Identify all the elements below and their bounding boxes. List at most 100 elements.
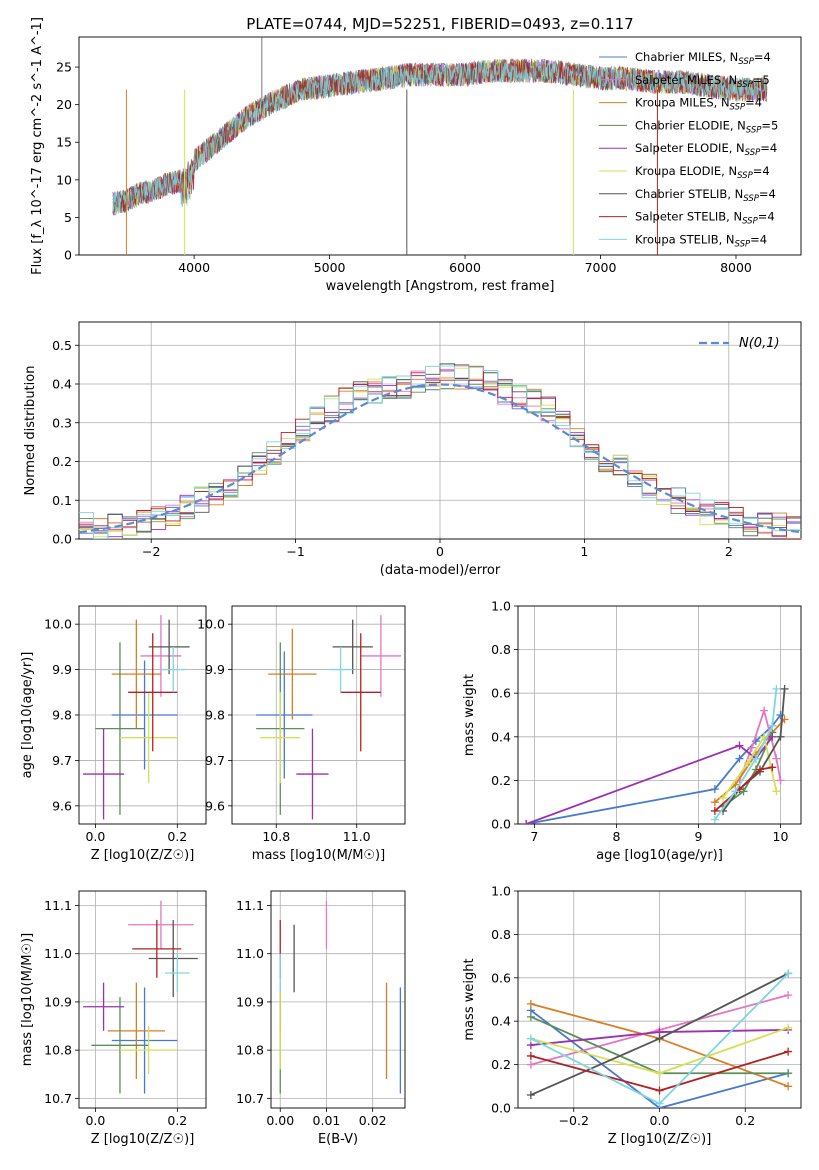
age-vs-Z-errorbar-2 bbox=[111, 619, 161, 729]
age-vs-Z-errorbar-4 bbox=[83, 728, 125, 820]
weight-vs-Z-ytick-label-0: 0.0 bbox=[491, 1101, 511, 1116]
mass-vs-Z-axes: 0.0 0.2 10.7 10.8 10.9 11.0 11.1 Z [log10(Z/Z☉)… bbox=[20, 890, 207, 1147]
age-vs-Z-errorbar-5 bbox=[119, 692, 178, 784]
weight-vs-age-marker-8-4 bbox=[772, 684, 781, 693]
spectrum-ytick-label-2: 10 bbox=[56, 172, 72, 187]
residuals-xtick-label-0: −2 bbox=[142, 544, 160, 559]
age-vs-Z-errorbar-6 bbox=[148, 619, 190, 675]
weight-vs-Z-marker-7-2 bbox=[784, 1047, 793, 1056]
histogram-series-8 bbox=[79, 365, 801, 539]
weight-vs-Z-ytick-label-5: 1.0 bbox=[491, 884, 511, 899]
spectrum-title: PLATE=0744, MJD=52251, FIBERID=0493, z=0… bbox=[246, 15, 633, 33]
spectrum-xtick-label-1: 5000 bbox=[314, 260, 346, 275]
weight-vs-age-marker-7-3 bbox=[768, 763, 777, 772]
age-vs-mass-errorbar-0 bbox=[256, 651, 313, 779]
weight-vs-age-marker-5-0 bbox=[719, 793, 728, 802]
age-vs-mass-errorbar-4 bbox=[296, 728, 329, 820]
residuals-axes: −2 −1 0 1 2 0.0 0.1 0.2 0.3 0.4 0.5 (data-model)/er… bbox=[23, 321, 802, 578]
age-vs-Z-errorbar-7 bbox=[128, 633, 178, 752]
mass-vs-Z-errorbar-3 bbox=[91, 997, 149, 1094]
mass-vs-ebv-xtick-label-2: 0.02 bbox=[359, 1113, 387, 1128]
weight-vs-age-marker-3-1 bbox=[739, 787, 748, 796]
weight-vs-age-marker-6-3 bbox=[776, 732, 785, 741]
mass-vs-Z-ylabel: mass [log10(M/M☉)] bbox=[20, 933, 35, 1066]
legend-label-0: Chabrier MILES, NSSP=4 bbox=[635, 50, 771, 67]
age-vs-mass-xtick-label-0: 10.8 bbox=[262, 829, 290, 844]
weight-vs-Z-marker-5-2 bbox=[784, 1023, 793, 1032]
age-vs-mass-errorbar-1 bbox=[360, 615, 401, 697]
weight-vs-Z-marker-6-0 bbox=[526, 1090, 535, 1099]
weight-vs-age-marker-0-2 bbox=[735, 754, 744, 763]
weight-vs-age-marker-6-4 bbox=[780, 684, 789, 693]
mass-vs-ebv-frame bbox=[270, 890, 406, 1109]
weight-vs-Z-marker-2-0 bbox=[526, 999, 535, 1008]
weight-vs-age-ytick-label-2: 0.4 bbox=[491, 729, 511, 744]
spectrum-ylabel: Flux [f_λ 10^-17 erg cm^-2 s^-1 A^-1] bbox=[30, 17, 45, 275]
age-vs-mass-errorbar-7 bbox=[340, 633, 381, 752]
weight-vs-Z-lines bbox=[526, 969, 793, 1108]
residuals-ytick-label-0: 0.0 bbox=[52, 532, 72, 547]
mass-vs-Z-points bbox=[83, 900, 198, 1094]
spectrum-axes: 4000 5000 6000 7000 8000 0 5 10 15 20 25 wavelength… bbox=[30, 17, 802, 294]
weight-vs-Z-marker-7-0 bbox=[526, 1051, 535, 1060]
weight-vs-age-marker-4-0 bbox=[522, 820, 531, 824]
residuals-xlabel: (data-model)/error bbox=[380, 563, 501, 578]
mass-vs-ebv-ytick-label-0: 10.7 bbox=[236, 1091, 264, 1106]
weight-vs-age-marker-8-3 bbox=[768, 721, 777, 730]
age-vs-mass-ytick-label-2: 9.8 bbox=[205, 708, 225, 723]
weight-vs-age-marker-1-3 bbox=[772, 754, 781, 763]
weight-vs-age-marker-2-0 bbox=[710, 798, 719, 807]
spectrum-xtick-label-4: 8000 bbox=[720, 260, 752, 275]
weight-vs-age-ylabel: mass weight bbox=[462, 674, 477, 756]
age-vs-Z-frame bbox=[78, 605, 207, 825]
weight-vs-Z-marker-3-0 bbox=[526, 1012, 535, 1021]
mass-vs-Z-ytick-label-0: 10.7 bbox=[44, 1091, 72, 1106]
age-vs-Z-errorbar-3 bbox=[95, 642, 145, 815]
histogram-series-7 bbox=[79, 366, 801, 537]
mass-vs-ebv-ytick-label-2: 10.9 bbox=[236, 994, 264, 1009]
age-vs-Z-points bbox=[83, 615, 190, 820]
weight-vs-age-series-0 bbox=[526, 714, 782, 824]
age-vs-Z-xtick-label-0: 0.0 bbox=[85, 829, 105, 844]
spectrum-ytick-label-1: 5 bbox=[64, 210, 72, 225]
residuals-frame bbox=[78, 321, 802, 540]
gaussian-curve bbox=[79, 383, 801, 534]
weight-vs-age-ytick-label-0: 0.0 bbox=[491, 817, 511, 832]
age-vs-mass-axes: 10.8 11.0 9.6 9.7 9.8 9.9 10.0 mass [log10(M/M☉… bbox=[197, 605, 406, 863]
mass-vs-Z-errorbar-8 bbox=[165, 953, 190, 993]
residuals-ytick-label-4: 0.4 bbox=[52, 377, 72, 392]
weight-vs-Z-marker-7-1 bbox=[655, 1086, 664, 1095]
weight-vs-Z-xtick-label-2: 0.2 bbox=[735, 1113, 755, 1128]
age-vs-mass-errorbar-5 bbox=[260, 692, 301, 784]
weight-vs-age-marker-7-2 bbox=[755, 765, 764, 774]
spectrum-xtick-label-2: 6000 bbox=[449, 260, 481, 275]
weight-vs-Z-marker-8-2 bbox=[784, 969, 793, 978]
mass-vs-Z-ytick-label-1: 10.8 bbox=[44, 1043, 72, 1058]
age-vs-Z-ytick-label-4: 10.0 bbox=[44, 617, 72, 632]
residuals-xtick-label-2: 0 bbox=[436, 544, 444, 559]
age-vs-mass-ytick-label-3: 9.9 bbox=[205, 662, 225, 677]
age-vs-Z-ylabel: age [log10(age/yr)] bbox=[20, 652, 35, 779]
age-vs-Z-errorbar-1 bbox=[140, 615, 182, 697]
age-vs-mass-ytick-label-0: 9.6 bbox=[205, 798, 225, 813]
mass-vs-ebv-points bbox=[279, 900, 402, 1094]
weight-vs-age-marker-8-1 bbox=[731, 787, 740, 796]
weight-vs-age-lines bbox=[522, 684, 789, 824]
weight-vs-Z-marker-1-2 bbox=[784, 991, 793, 1000]
mass-vs-ebv-ytick-label-3: 11.0 bbox=[236, 946, 264, 961]
weight-vs-age-marker-4-1 bbox=[735, 741, 744, 750]
mass-vs-Z-xtick-label-1: 0.2 bbox=[167, 1113, 187, 1128]
weight-vs-Z-axes: −0.2 0.0 0.2 0.0 0.2 0.4 0.6 0.8 1.0 Z [log10(Z/Z… bbox=[462, 884, 802, 1147]
weight-vs-Z-ytick-label-3: 0.6 bbox=[491, 970, 511, 985]
mass-vs-Z-errorbar-0 bbox=[111, 987, 178, 1094]
weight-vs-age-ytick-label-4: 0.8 bbox=[491, 642, 511, 657]
residuals-ytick-label-2: 0.2 bbox=[52, 454, 72, 469]
weight-vs-age-marker-8-2 bbox=[751, 754, 760, 763]
weight-vs-Z-series-0 bbox=[530, 1009, 789, 1108]
weight-vs-age-axes: 7 8 9 10 0.0 0.2 0.4 0.6 0.8 1.0 age [log10(age/yr… bbox=[462, 599, 802, 863]
weight-vs-Z-xlabel: Z [log10(Z/Z☉)] bbox=[608, 1132, 712, 1147]
weight-vs-Z-marker-6-1 bbox=[655, 1034, 664, 1043]
legend-label-5: Kroupa ELODIE, NSSP=4 bbox=[635, 164, 770, 181]
residuals-ytick-label-5: 0.5 bbox=[52, 338, 72, 353]
weight-vs-Z-marker-3-2 bbox=[784, 1069, 793, 1078]
